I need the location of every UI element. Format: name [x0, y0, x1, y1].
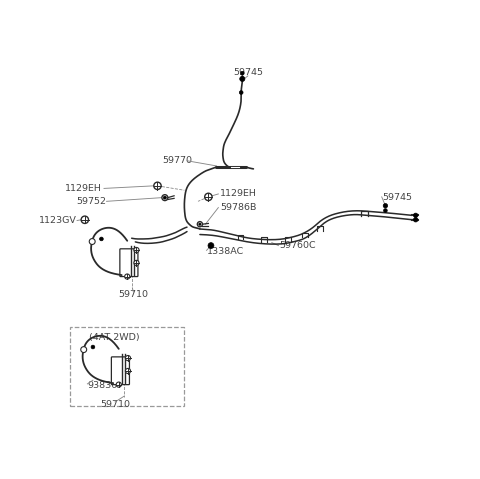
Circle shape [199, 223, 201, 225]
Text: 59760C: 59760C [279, 241, 316, 250]
Text: 1129EH: 1129EH [65, 184, 102, 193]
Circle shape [204, 193, 212, 201]
Text: 59710: 59710 [119, 290, 148, 299]
Text: 59770: 59770 [163, 156, 193, 165]
Circle shape [384, 209, 387, 212]
Circle shape [91, 345, 95, 349]
Text: 1123GV: 1123GV [38, 216, 76, 225]
Circle shape [125, 274, 130, 279]
Circle shape [240, 76, 245, 81]
Text: 93830: 93830 [87, 380, 118, 389]
Text: 59786B: 59786B [220, 203, 256, 212]
Circle shape [163, 196, 167, 199]
Circle shape [240, 71, 244, 75]
Circle shape [134, 261, 139, 265]
Bar [70, 327, 184, 406]
Text: 59745: 59745 [233, 68, 263, 78]
FancyBboxPatch shape [111, 357, 130, 385]
Circle shape [240, 91, 243, 94]
Circle shape [154, 182, 161, 190]
Circle shape [134, 248, 139, 252]
Circle shape [99, 237, 103, 241]
Circle shape [81, 347, 87, 353]
Circle shape [208, 243, 214, 249]
Circle shape [125, 355, 131, 361]
Circle shape [383, 204, 388, 208]
Text: (4AT 2WD): (4AT 2WD) [89, 333, 140, 342]
Circle shape [89, 239, 95, 244]
Circle shape [81, 216, 88, 223]
Circle shape [413, 213, 418, 217]
Circle shape [162, 194, 168, 201]
Circle shape [197, 222, 203, 227]
Circle shape [413, 217, 418, 222]
Text: 1338AC: 1338AC [207, 247, 244, 256]
Circle shape [125, 368, 131, 374]
Text: 59745: 59745 [383, 193, 412, 202]
Circle shape [116, 382, 121, 387]
Text: 59752: 59752 [76, 197, 106, 206]
FancyBboxPatch shape [120, 249, 138, 276]
Text: 59710: 59710 [100, 399, 130, 409]
Text: 1129EH: 1129EH [220, 190, 257, 198]
